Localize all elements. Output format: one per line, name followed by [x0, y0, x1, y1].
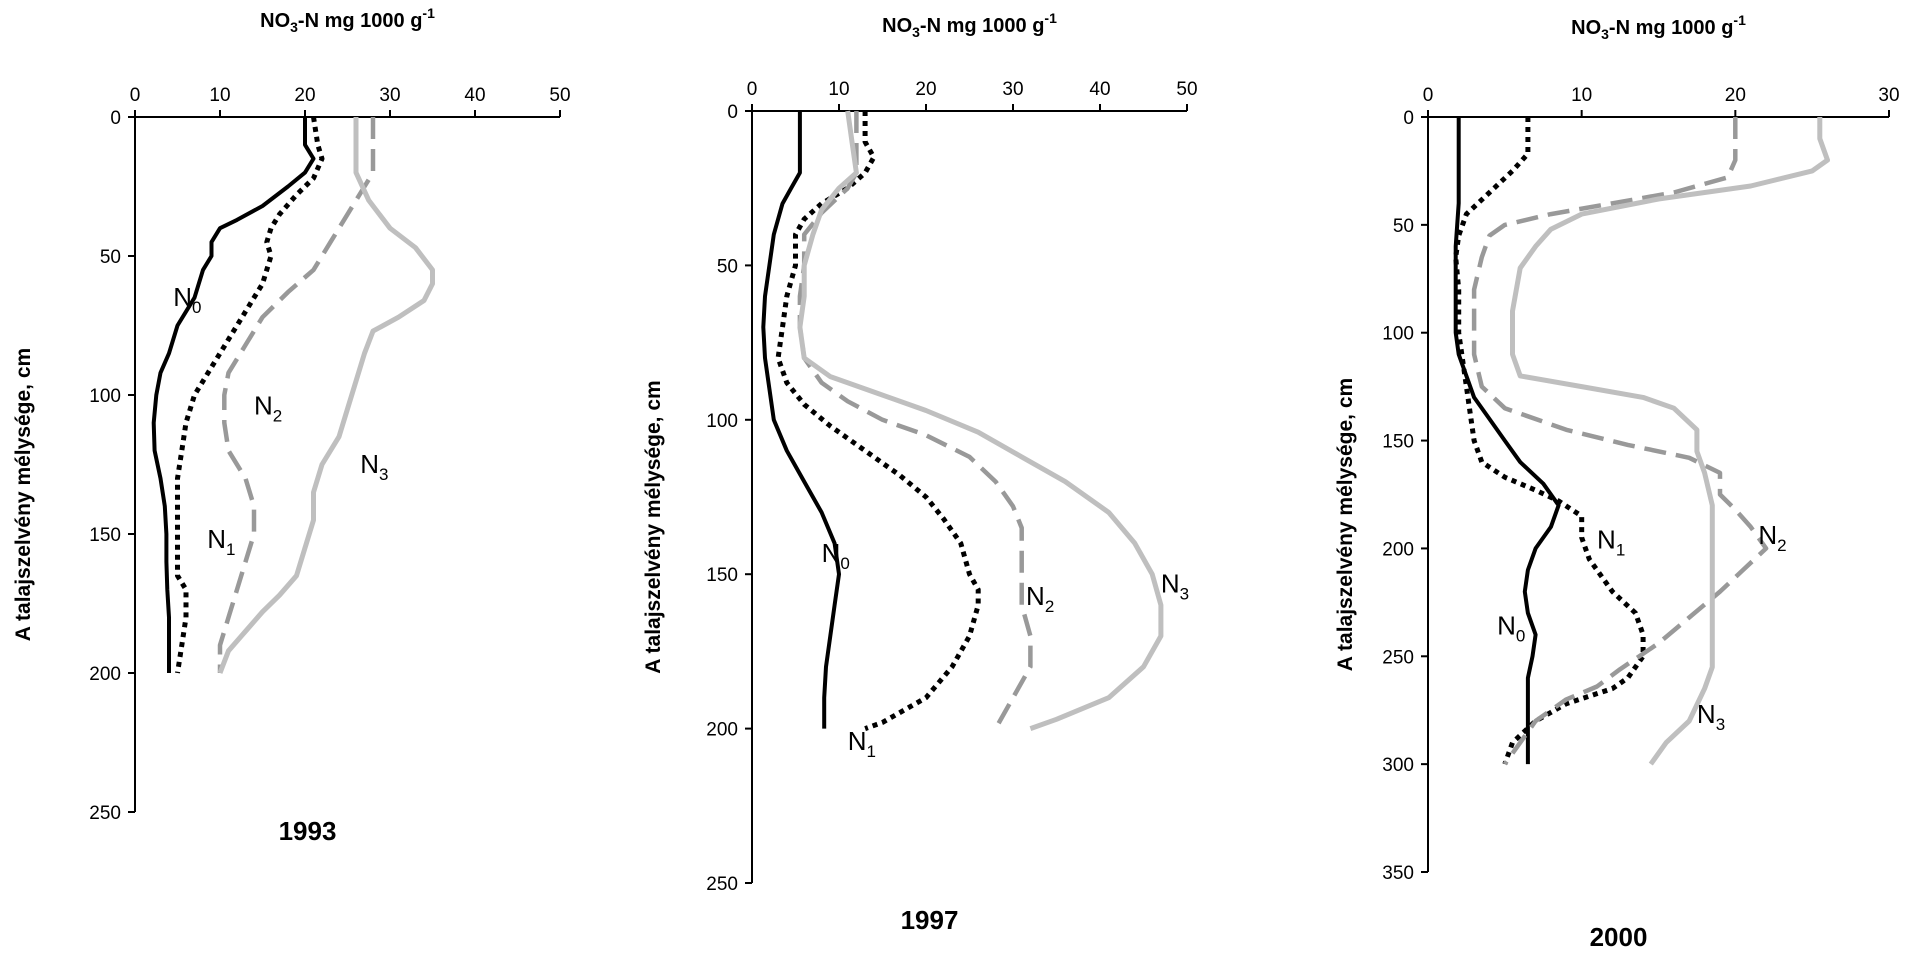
y-tick-label: 0 — [1403, 108, 1414, 129]
series-label-N3: N3 — [1697, 699, 1725, 734]
x-tick-label: 40 — [464, 85, 485, 106]
x-tick-label: 0 — [747, 79, 758, 100]
x-tick-label: 40 — [1089, 79, 1110, 100]
x-tick-label: 50 — [549, 85, 570, 106]
y-tick-label: 50 — [1393, 216, 1414, 237]
x-axis-label: NO3-N mg 1000 g-1 — [260, 5, 435, 35]
x-tick-label: 30 — [1002, 79, 1023, 100]
series-label-N1: N1 — [207, 524, 235, 559]
x-tick-label: 30 — [1878, 85, 1899, 106]
chart-title: 1997 — [901, 905, 959, 935]
y-tick-label: 100 — [1382, 324, 1414, 345]
series-line-N0 — [761, 111, 841, 729]
x-tick-label: 0 — [130, 85, 141, 106]
y-tick-label: 300 — [1382, 755, 1414, 776]
series-label-N1: N1 — [1597, 524, 1625, 559]
y-tick-label: 150 — [1382, 432, 1414, 453]
y-tick-label: 50 — [717, 256, 738, 277]
y-tick-label: 250 — [1382, 647, 1414, 668]
chart-title: 2000 — [1590, 922, 1648, 952]
x-tick-label: 10 — [209, 85, 230, 106]
y-tick-label: 200 — [1382, 539, 1414, 560]
chart-panel-1993: 0 10 20 30 40 50 0 50 100 150 200 250 NO3-N mg 1000 … — [12, 5, 571, 846]
y-tick-label: 100 — [706, 411, 738, 432]
y-tick-label: 250 — [89, 803, 121, 824]
series-label-N3: N3 — [360, 449, 388, 484]
series-label-N2: N2 — [1758, 520, 1786, 555]
y-tick-label: 100 — [89, 386, 121, 407]
series-label-N2: N2 — [254, 390, 282, 425]
y-axis-label: A talajszelvény mélysége, cm — [12, 348, 35, 641]
series-line-N2 — [217, 117, 376, 673]
y-tick-label: 0 — [727, 102, 738, 123]
y-tick-label: 150 — [89, 525, 121, 546]
x-tick-label: 10 — [828, 79, 849, 100]
x-tick-label: 20 — [1725, 85, 1746, 106]
x-tick-label: 30 — [379, 85, 400, 106]
series-label-N0: N0 — [173, 282, 201, 317]
series-label-N2: N2 — [1026, 581, 1054, 616]
x-tick-label: 0 — [1423, 85, 1434, 106]
series-label-N0: N0 — [1497, 611, 1525, 646]
series-label-N0: N0 — [822, 538, 850, 573]
y-axis-label: A talajszelvény mélysége, cm — [642, 380, 665, 673]
chart-panel-1997: 0 10 20 30 40 50 0 50 100 150 200 250 NO3-N mg 1000 … — [642, 10, 1198, 935]
series-label-N3: N3 — [1161, 569, 1189, 604]
y-tick-label: 150 — [706, 565, 738, 586]
series-line-N1 — [1453, 117, 1646, 765]
series-line-N0 — [151, 117, 316, 673]
series-line-N0 — [1453, 117, 1561, 765]
y-tick-label: 250 — [706, 874, 738, 895]
x-tick-label: 10 — [1571, 85, 1592, 106]
y-tick-label: 200 — [89, 664, 121, 685]
y-tick-label: 0 — [110, 108, 121, 129]
x-axis-label: NO3-N mg 1000 g-1 — [1571, 12, 1746, 42]
y-tick-label: 200 — [706, 720, 738, 741]
x-tick-label: 20 — [294, 85, 315, 106]
y-axis-label: A talajszelvény mélysége, cm — [1334, 378, 1357, 671]
series-line-N2 — [1471, 117, 1769, 766]
series-line-N2 — [797, 111, 1033, 730]
series-line-N3 — [797, 110, 1164, 731]
series-line-N3 — [217, 117, 435, 674]
x-tick-label: 50 — [1176, 79, 1197, 100]
y-tick-label: 350 — [1382, 863, 1414, 884]
chart-title: 1993 — [279, 816, 337, 846]
series-line-N3 — [1510, 117, 1830, 766]
series-label-N1: N1 — [848, 726, 876, 761]
series-line-N1 — [175, 116, 325, 674]
x-axis-label: NO3-N mg 1000 g-1 — [882, 10, 1057, 40]
x-tick-label: 20 — [915, 79, 936, 100]
y-tick-label: 50 — [100, 247, 121, 268]
